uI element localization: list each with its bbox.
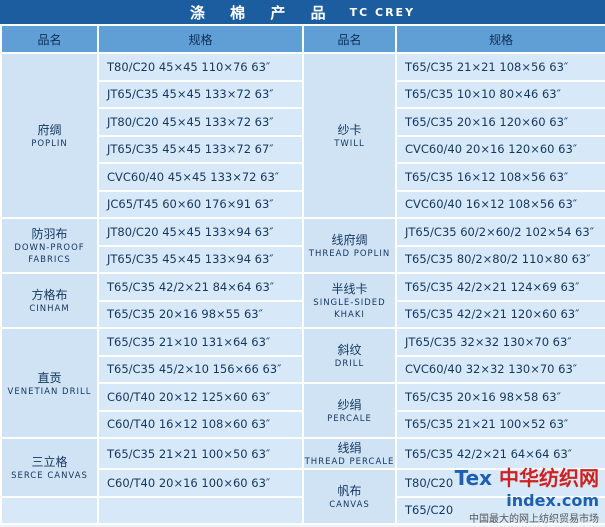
name-en: DRILL [334, 359, 365, 369]
spec: T65/C35 21×21 100×52 63″ [395, 409, 605, 439]
name-en: CINHAM [29, 304, 70, 314]
product-table: 品名 规格 品名 规格 府绸 POPLIN T80/C20 45×45 110×76… [0, 24, 605, 525]
name-cn: 帆布 [337, 484, 362, 498]
product-name: 直贡 VENETIAN DRILL [0, 327, 99, 439]
watermark: Tex 中华纺织网 index.com 中国最大的网上纺织贸易市场 [455, 462, 599, 525]
table-row: JT65/C35 45×45 133×94 63″ T65/C35 80/2×80… [1, 244, 605, 274]
name-en: VENETIAN DRILL [7, 386, 92, 397]
spec: T65/C35 16×12 108×56 63″ [395, 162, 605, 192]
spec: T65/C35 20×16 120×60 63″ [395, 107, 605, 137]
name-en: THREAD POPLIN [308, 249, 391, 259]
product-name: 半线卡 SINGLE-SIDED KHAKI [302, 272, 397, 329]
empty-cell [0, 495, 99, 525]
name-en: CANVAS [329, 500, 370, 510]
spec: T65/C35 42/2×21 124×69 63″ [395, 272, 605, 302]
spec: CVC60/40 20×16 120×60 63″ [395, 134, 605, 164]
product-name: 三立格 SERCE CANVAS [0, 437, 99, 498]
table-row: T65/C35 45/2×10 156×66 63″ CVC60/40 32×32… [1, 354, 605, 384]
product-name: 纱卡 TWILL [302, 52, 397, 219]
product-name: 斜纹 DRILL [302, 327, 397, 384]
product-name: 帆布 CANVAS [302, 468, 397, 525]
spec: T65/C35 42/2×21 84×64 63″ [97, 272, 304, 302]
spec: T65/C35 10×10 80×46 63″ [395, 79, 605, 109]
table-row: C60/T40 16×12 108×60 63″ T65/C35 21×21 10… [1, 409, 605, 439]
spec: JT65/C35 45×45 133×72 67″ [97, 134, 304, 164]
spec: JT65/C35 45×45 133×94 63″ [97, 244, 304, 274]
spec: T65/C35 21×21 108×56 63″ [395, 52, 605, 82]
name-en: TWILL [334, 139, 365, 149]
name-cn: 线府绸 [331, 233, 368, 247]
name-en: SERCE CANVAS [11, 470, 88, 481]
name-cn: 府绸 [37, 123, 62, 137]
header-cell: 品名 [302, 24, 397, 54]
table-row: 直贡 VENETIAN DRILL T65/C35 21×10 131×64 63″… [0, 327, 605, 439]
spec: CVC60/40 45×45 133×72 63″ [97, 162, 304, 192]
wm-brand: Tex [454, 466, 493, 490]
name-en: POPLIN [31, 139, 68, 149]
spec: JT80/C20 45×45 133×94 63″ [97, 217, 304, 247]
name-cn: 纱卡 [337, 123, 362, 137]
wm-brand-cn: 中华纺织网 [499, 466, 599, 490]
name-cn: 方格布 [31, 288, 68, 302]
wm-domain: index.com [506, 491, 599, 510]
name-cn: 直贡 [37, 370, 62, 385]
table-row: 府绸 POPLIN T80/C20 45×45 110×76 63″ 纱卡 TWILL T… [0, 52, 605, 219]
product-name: 线绢 THREAD PERCALE [302, 437, 397, 470]
empty-cell [97, 495, 304, 525]
spec: JT65/C35 32×32 130×70 63″ [395, 327, 605, 357]
table-row: T65/C20 [0, 495, 605, 525]
spec: T65/C35 21×10 131×64 63″ [97, 327, 304, 357]
name-en: PERCALE [327, 414, 372, 424]
header-cell: 规格 [395, 24, 605, 54]
name-cn: 斜纹 [337, 343, 362, 357]
name-en: SINGLE-SIDED KHAKI [313, 298, 386, 320]
name-cn: 半线卡 [331, 282, 368, 296]
product-name: 纱绢 PERCALE [302, 382, 397, 439]
spec: T65/C35 45/2×10 156×66 63″ [97, 354, 304, 384]
spec: C60/T40 20×16 100×60 63″ [97, 468, 304, 498]
name-cn: 纱绢 [337, 398, 362, 412]
table-row: CVC60/40 45×45 133×72 63″ T65/C35 16×12 1… [1, 162, 605, 192]
header-cell: 规格 [97, 24, 304, 54]
table-row: 防羽布 DOWN-PROOF FABRICS JT80/C20 45×45 133×… [0, 217, 605, 274]
spec: T65/C35 42/2×21 120×60 63″ [395, 299, 605, 329]
spec: T65/C35 20×16 98×55 63″ [97, 299, 304, 329]
name-cn: 防羽布 [31, 227, 68, 241]
spec: C60/T40 16×12 108×60 63″ [97, 409, 304, 439]
name-cn: 线绢 [337, 441, 362, 455]
spec: T65/C35 80/2×80/2 110×80 63″ [395, 244, 605, 274]
spec: CVC60/40 16×12 108×56 63″ [395, 189, 605, 219]
spec: JT65/C35 45×45 133×72 63″ [97, 79, 304, 109]
table-row: C60/T40 20×16 100×60 63″ 帆布 CANVAS T80/C20 [1, 468, 605, 525]
header-cell: 品名 [0, 24, 99, 54]
name-en: DOWN-PROOF FABRICS [14, 243, 85, 265]
spec: C60/T40 20×12 125×60 63″ [97, 382, 304, 412]
product-name: 府绸 POPLIN [0, 52, 99, 219]
title-en: TC CREY [349, 5, 416, 19]
spec: T80/C20 45×45 110×76 63″ [97, 52, 304, 82]
wm-slogan: 中国最大的网上纺织贸易市场 [469, 514, 599, 525]
spec: CVC60/40 32×32 130×70 63″ [395, 354, 605, 384]
spec: T65/C35 21×21 100×50 63″ [97, 437, 304, 470]
spec: T65/C35 20×16 98×58 63″ [395, 382, 605, 412]
spec: T65/C20 [395, 495, 605, 525]
name-en: THREAD PERCALE [304, 457, 395, 467]
table-row: 方格布 CINHAM T65/C35 42/2×21 84×64 63″ 半线卡 SIN… [0, 272, 605, 329]
table-row: T65/C35 20×16 98×55 63″ T65/C35 42/2×21 1… [1, 299, 605, 329]
name-cn: 三立格 [31, 454, 68, 469]
table-row: 三立格 SERCE CANVAS T65/C35 21×21 100×50 63″ 线… [0, 437, 605, 498]
product-name: 防羽布 DOWN-PROOF FABRICS [0, 217, 99, 274]
spec: JC65/T45 60×60 176×91 63″ [97, 189, 304, 219]
table-row: JC65/T45 60×60 176×91 63″ CVC60/40 16×12 … [1, 189, 605, 219]
spec: JT65/C35 60/2×60/2 102×54 63″ [395, 217, 605, 247]
product-name: 线府绸 THREAD POPLIN [302, 217, 397, 274]
spec: JT80/C20 45×45 133×72 63″ [97, 107, 304, 137]
table-row: JT65/C35 45×45 133×72 67″ CVC60/40 20×16 … [1, 134, 605, 164]
title-bar: 涤 棉 产 品 TC CREY [0, 0, 605, 24]
table-row: C60/T40 20×12 125×60 63″ 纱绢 PERCALE T65/C35… [1, 382, 605, 439]
product-name: 方格布 CINHAM [0, 272, 99, 329]
title-cn: 涤 棉 产 品 [189, 3, 336, 22]
header-row: 品名 规格 品名 规格 [0, 24, 605, 54]
